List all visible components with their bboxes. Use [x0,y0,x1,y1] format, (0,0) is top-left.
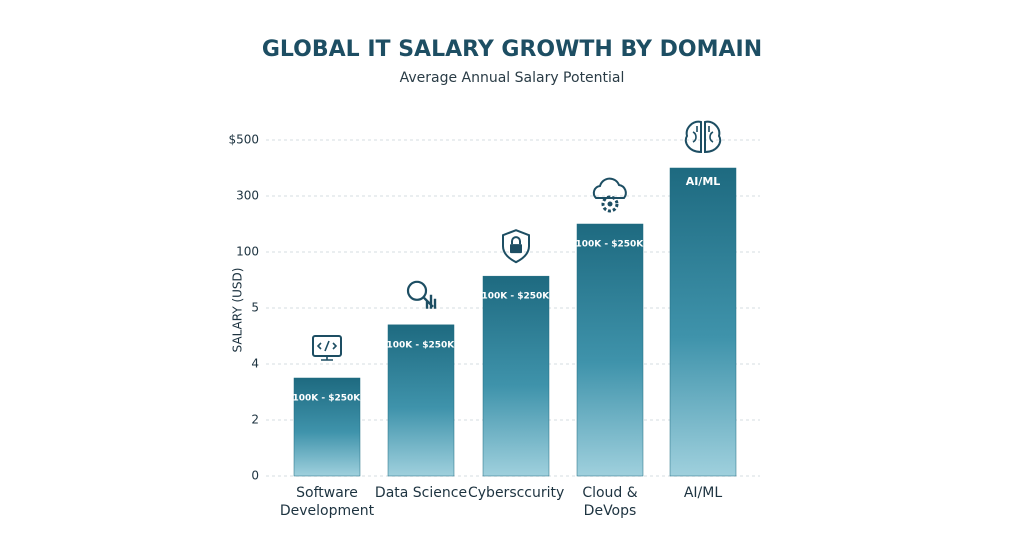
icon-part [607,201,613,207]
chart-title: GLOBAL IT SALARY GROWTH BY DOMAIN [262,37,762,62]
x-tick-label: Cybersccurity [468,485,565,501]
y-tick-label: 2 [251,413,259,427]
bar-icon [592,177,627,213]
icon-part [406,280,428,301]
bar-label: $100K - $250K+ [569,240,651,250]
bar [669,167,737,477]
y-tick-label: 0 [251,469,259,483]
bar-icon [406,280,437,309]
icon-part [601,195,619,213]
x-tick-label: Cloud & DeVops [582,485,638,519]
bar [387,324,455,477]
y-tick-label: $500 [228,133,259,147]
bar-label: $100K - $250K+ [475,292,557,302]
icon-part [684,120,722,154]
bar-icon [312,335,342,361]
icon-part [592,177,627,199]
y-tick-label: 300 [236,189,259,203]
bar-label: AI/ML [686,175,721,188]
y-tick-label: 5 [251,301,259,315]
x-tick-label: AI/ML [683,485,723,501]
y-tick-label: 4 [251,357,259,371]
chart-subtitle: Average Annual Salary Potential [400,70,625,86]
bar [293,377,361,477]
icon-part [502,229,530,264]
y-tick-label: 100 [236,245,259,259]
bar-label: $100K - $250K+ [286,394,368,404]
bar [482,275,550,477]
icon-part [316,340,338,361]
x-tick-label: Software Development [279,485,375,519]
bar-label: $100K - $250K+ [380,340,462,350]
y-axis-label: SALARY (USD) [231,268,245,353]
bar-icon [684,120,722,154]
x-tick-label: Data Science [374,485,468,501]
icon-part [510,244,522,254]
icon-part [423,294,437,309]
bar [576,223,644,477]
icon-part [511,236,521,245]
bar-icon [502,229,530,264]
icon-part [692,126,714,143]
